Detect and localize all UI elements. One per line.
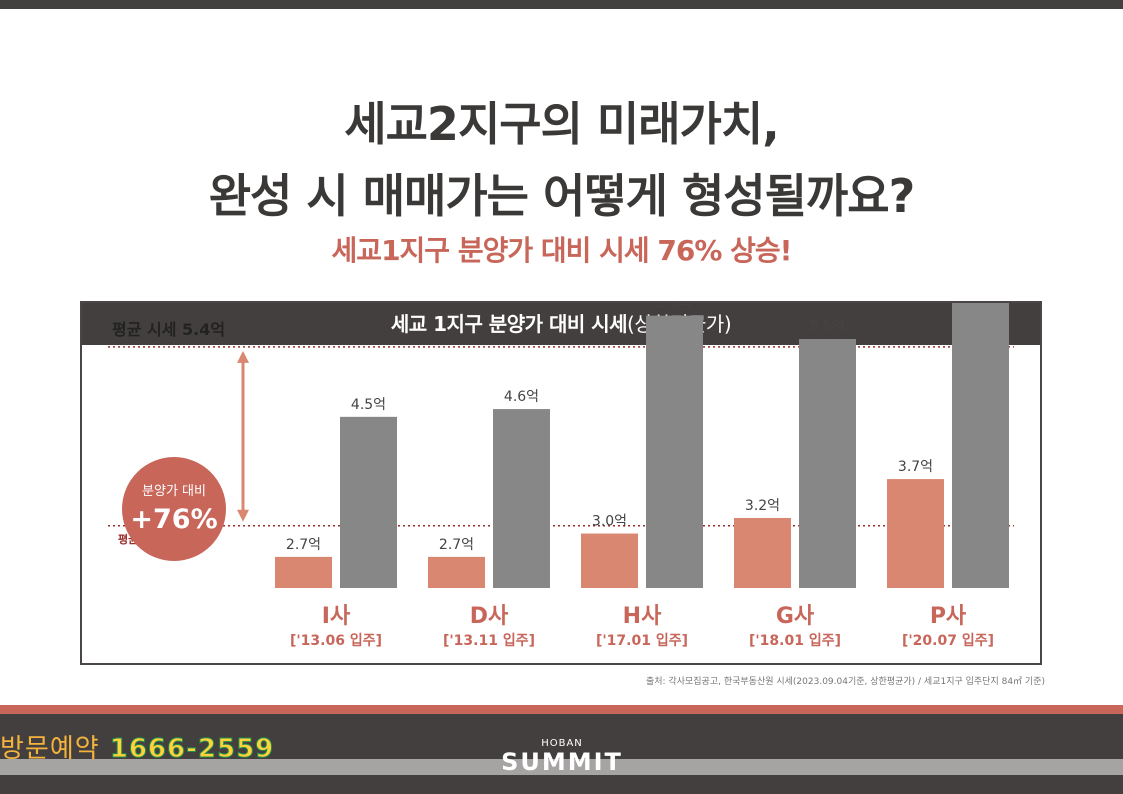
bar-sale-price [734, 517, 791, 588]
bar-market-price [493, 409, 550, 588]
top-bar [0, 0, 1123, 9]
brand-small: HOBAN [541, 738, 583, 749]
category-sublabel: ['18.01 입주] [749, 633, 841, 649]
visit-phone[interactable]: 1666-2559 [109, 734, 275, 765]
category-label: I사 [322, 604, 351, 629]
bar-value-label: 3.0억 [592, 514, 627, 530]
bar-value-label: 2.7억 [439, 537, 474, 553]
arrow-head-down [237, 509, 249, 522]
chart-title: 세교 1지구 분양가 대비 시세 [390, 312, 628, 336]
footer-stripe [0, 759, 1123, 775]
callout-line1: 분양가 대비 [142, 484, 206, 499]
headline-line2: 완성 시 매매가는 어떻게 형성될까요? [208, 169, 916, 223]
footer-accent-line [0, 705, 1123, 714]
category-label: H사 [623, 604, 662, 629]
bar-value-label: 2.7억 [286, 537, 321, 553]
callout-circle [122, 457, 226, 561]
bar-value-label: 4.6억 [504, 389, 539, 405]
chart-title-bar: 세교 1지구 분양가 대비 시세(상한평균가) [82, 303, 1040, 345]
bar-sale-price [275, 556, 332, 588]
source-note: 출처: 각사모집공고, 한국부동산원 시세(2023.09.04기준, 상한평균… [645, 677, 1045, 687]
bar-value-label: 3.2억 [745, 498, 780, 514]
bar-sale-price [887, 479, 944, 588]
brand-large: SUMMIT [501, 748, 623, 776]
callout-line2: +76% [130, 504, 217, 535]
headline-line1: 세교2지구의 미래가치, [344, 97, 779, 151]
reference-label: 평균 시세 5.4억 [112, 320, 225, 339]
subheadline: 세교1지구 분양가 대비 시세 76% 상승! [331, 234, 793, 267]
arrow-head-up [237, 350, 249, 363]
footer [0, 714, 1123, 794]
category-sublabel: ['20.07 입주] [902, 633, 994, 649]
bar-market-price [799, 339, 856, 588]
bar-value-label: 5.8억 [657, 303, 692, 312]
bar-value-label: 5.5억 [810, 319, 845, 335]
visit-label: 방문예약 [0, 734, 100, 764]
bar-sale-price [581, 533, 638, 588]
bar-value-label: 4.5억 [351, 397, 386, 413]
category-label: G사 [776, 604, 815, 629]
bar-market-price [952, 303, 1009, 588]
category-sublabel: ['17.01 입주] [596, 633, 688, 649]
bar-market-price [646, 315, 703, 588]
visit-reservation[interactable]: 방문예약 1666-2559 [0, 728, 274, 765]
bar-value-label: 3.7억 [898, 459, 933, 475]
brand-logo: HOBAN SUMMIT [498, 738, 626, 775]
bar-market-price [340, 416, 397, 588]
bar-sale-price [428, 556, 485, 588]
category-label: D사 [470, 604, 509, 629]
category-label: P사 [930, 604, 967, 629]
category-sublabel: ['13.06 입주] [290, 633, 382, 649]
category-sublabel: ['13.11 입주] [443, 633, 535, 649]
